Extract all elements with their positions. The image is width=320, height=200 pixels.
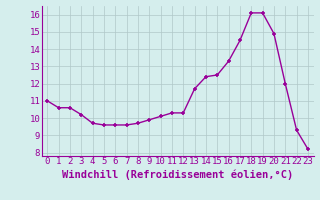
X-axis label: Windchill (Refroidissement éolien,°C): Windchill (Refroidissement éolien,°C) (62, 169, 293, 180)
